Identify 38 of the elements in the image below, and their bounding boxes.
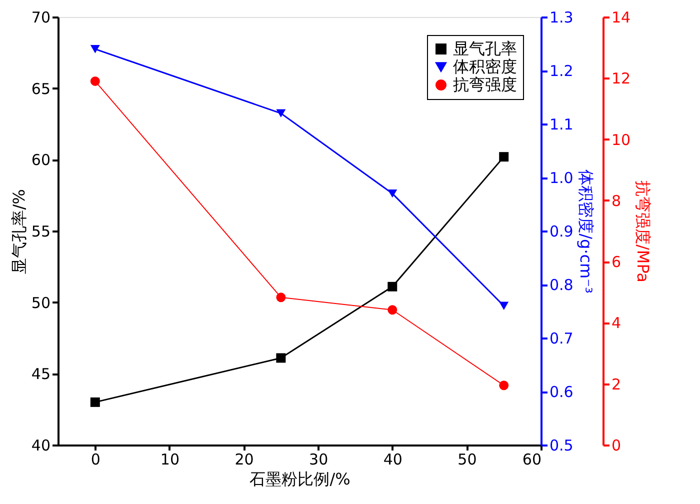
y-tick-label: 40 [31, 436, 50, 454]
legend-label: 抗弯强度 [453, 75, 517, 94]
y2-tick-label: 0.7 [550, 330, 574, 348]
y-tick-label: 45 [31, 365, 50, 384]
x-tick-label: 30 [309, 450, 328, 468]
x-tick-label: 50 [458, 450, 477, 468]
y-tick-label: 70 [31, 8, 50, 26]
y2-tick-label: 1.3 [550, 8, 574, 26]
y2-tick-label: 0.5 [550, 436, 574, 454]
y3-tick-label: 14 [612, 8, 631, 26]
x-axis-title: 石墨粉比例/% [250, 470, 350, 488]
y2-tick-label: 1.2 [550, 62, 574, 80]
x-tick-label: 20 [234, 450, 254, 468]
y-tick-label: 60 [31, 151, 50, 170]
y3-tick-label: 10 [612, 130, 631, 149]
y2-tick-label: 0.9 [550, 222, 574, 240]
y3-axis-title: 抗弯强度/MPa [634, 180, 653, 282]
legend-label: 体积密度 [453, 57, 517, 76]
x-tick-label: 0 [90, 450, 100, 468]
y-tick-label: 55 [31, 222, 50, 240]
y-tick-label: 50 [31, 294, 50, 312]
y3-tick-label: 0 [612, 436, 622, 454]
y2-tick-label: 0.6 [550, 383, 574, 401]
y3-tick-label: 6 [612, 253, 622, 272]
x-tick-label: 60 [522, 450, 542, 468]
y2-axis-title: 体积密度/g·cm⁻³ [576, 170, 596, 294]
x-tick-label: 40 [383, 450, 402, 468]
y2-tick-label: 1.1 [550, 116, 574, 134]
y-tick-label: 65 [31, 80, 50, 98]
y3-tick-label: 12 [612, 70, 631, 88]
y2-tick-label: 1.0 [550, 169, 574, 187]
y3-tick-label: 8 [612, 192, 622, 210]
y-axis-title: 显气孔率/% [9, 189, 28, 274]
y2-tick-label: 0.8 [550, 276, 574, 294]
x-tick-label: 10 [160, 450, 180, 468]
legend-label: 显气孔率 [453, 39, 517, 58]
y3-tick-label: 4 [612, 314, 622, 332]
y3-tick-label: 2 [612, 375, 622, 394]
